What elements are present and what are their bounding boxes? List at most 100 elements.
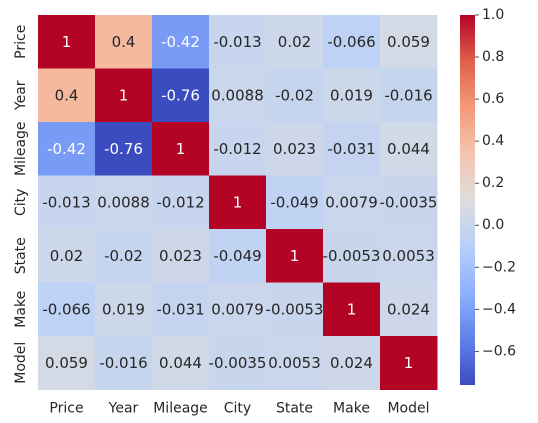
cell-value-label: -0.016 (99, 354, 147, 372)
heatmap-cell (38, 68, 96, 123)
heatmap-cell (323, 229, 381, 283)
heatmap-cell (323, 336, 381, 390)
heatmap-cell (38, 175, 96, 230)
cell-value-label: 0.02 (278, 33, 311, 51)
heatmap-cell (152, 229, 210, 283)
cell-value-label: 0.044 (387, 140, 430, 158)
y-tick-label: City (13, 189, 29, 216)
cell-value-label: -0.049 (213, 247, 261, 265)
heatmap-cell (152, 336, 210, 390)
cell-value-label: 0.019 (102, 300, 145, 318)
heatmap-cell (266, 229, 324, 283)
heatmap-annotations: 1 0.4 -0.42 -0.013 0.02 -0.066 0.059 0.4 1 -0.76 0… (42, 33, 437, 372)
cell-value-label: 0.0088 (211, 86, 264, 104)
cell-value-label: -0.0053 (323, 247, 381, 265)
heatmap-cell (209, 336, 267, 390)
cell-value-label: -0.031 (327, 140, 375, 158)
heatmap-cell (95, 175, 153, 230)
cell-value-label: 0.019 (330, 86, 373, 104)
cell-value-label: 0.02 (50, 247, 83, 265)
heatmap-cell (95, 336, 153, 390)
y-axis-tick-labels: Price Year Mileage City State Make Model (13, 25, 29, 384)
heatmap-cell (380, 122, 438, 176)
heatmap-cell (266, 68, 324, 123)
cell-value-label: -0.012 (156, 193, 204, 211)
cell-value-label: 1 (119, 86, 129, 104)
heatmap-cell (95, 15, 153, 69)
heatmap-cell (38, 122, 96, 176)
cell-value-label: -0.012 (213, 140, 261, 158)
heatmap-cell (323, 122, 381, 176)
heatmap-cell (152, 175, 210, 230)
heatmap-cell (380, 68, 438, 123)
colorbar-tick-label: 0.8 (482, 49, 504, 65)
heatmap-cell (209, 15, 267, 69)
colorbar-tick-label: −0.4 (482, 301, 516, 317)
heatmap-cell (38, 282, 96, 337)
heatmap-cell (95, 122, 153, 176)
heatmap-cell (380, 229, 438, 283)
y-tick-label: State (13, 237, 29, 274)
x-tick-label: Price (49, 401, 83, 417)
y-tick-label: Make (13, 291, 29, 328)
cell-value-label: 0.024 (387, 300, 430, 318)
cell-value-label: 1 (176, 140, 186, 158)
heatmap-cell (209, 175, 267, 230)
cell-value-label: 0.4 (55, 86, 79, 104)
heatmap-cell (380, 336, 438, 390)
colorbar-tick-label: 0.6 (482, 91, 504, 107)
cell-value-label: -0.0053 (266, 300, 324, 318)
colorbar-tick-label: −0.6 (482, 343, 516, 359)
cell-value-label: -0.0035 (209, 354, 267, 372)
heatmap-cell (380, 175, 438, 230)
heatmap-cell (152, 282, 210, 337)
cell-value-label: 1 (290, 247, 300, 265)
heatmap-cell (152, 122, 210, 176)
y-tick-label: Year (13, 80, 29, 111)
colorbar-tick-label: −0.2 (482, 259, 516, 275)
cell-value-label: -0.049 (270, 193, 318, 211)
y-tick-label: Mileage (13, 121, 29, 176)
heatmap-cell (323, 15, 381, 69)
heatmap-cell (152, 15, 210, 69)
heatmap-cell (323, 68, 381, 123)
cell-value-label: -0.76 (104, 140, 143, 158)
heatmap-cell (95, 229, 153, 283)
heatmap-cell (266, 122, 324, 176)
heatmap-cell (38, 229, 96, 283)
heatmap-cell (380, 282, 438, 337)
x-tick-label: City (224, 401, 251, 417)
cell-value-label: 1 (233, 193, 243, 211)
cell-value-label: 0.0079 (325, 193, 378, 211)
cell-value-label: 0.024 (330, 354, 373, 372)
heatmap-cell (266, 175, 324, 230)
y-tick-label: Model (13, 342, 29, 384)
heatmap-cell (38, 336, 96, 390)
colorbar-tick-label: 0.2 (482, 175, 504, 191)
colorbar-gradient (460, 15, 475, 385)
heatmap-cell (323, 175, 381, 230)
heatmap-cell (266, 336, 324, 390)
heatmap-cell (209, 122, 267, 176)
cell-value-label: 0.4 (112, 33, 136, 51)
x-tick-label: Make (333, 401, 370, 417)
cell-value-label: -0.031 (156, 300, 204, 318)
colorbar-tick-label: 1.0 (482, 7, 504, 23)
cell-value-label: -0.76 (161, 86, 200, 104)
heatmap-cell (380, 15, 438, 69)
cell-value-label: -0.42 (161, 33, 200, 51)
colorbar: 1.0 0.8 0.6 0.4 0.2 0.0 −0.2 −0.4 −0.6 (460, 7, 516, 385)
cell-value-label: 0.044 (159, 354, 202, 372)
x-tick-label: State (276, 401, 313, 417)
colorbar-tick-label: 0.4 (482, 133, 504, 149)
heatmap-cell (209, 68, 267, 123)
cell-value-label: 1 (62, 33, 72, 51)
cell-value-label: -0.066 (42, 300, 90, 318)
x-axis-tick-labels: Price Year Mileage City State Make Model (49, 401, 429, 417)
heatmap-cell (266, 282, 324, 337)
cell-value-label: -0.066 (327, 33, 375, 51)
y-tick-label: Price (13, 25, 29, 59)
x-tick-label: Year (108, 401, 139, 417)
cell-value-label: 1 (404, 354, 414, 372)
